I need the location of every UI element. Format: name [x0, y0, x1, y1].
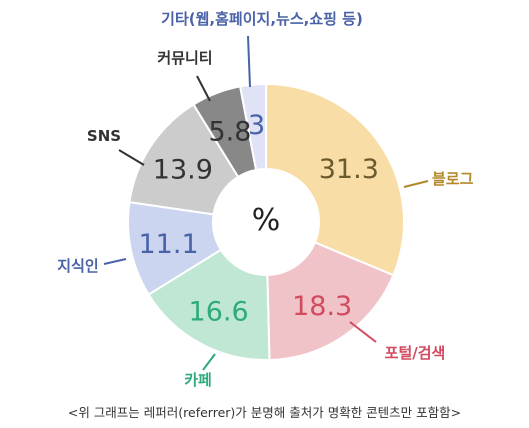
- leader-lines: [103, 35, 429, 371]
- chart-caption: <위 그래프는 레퍼러(referrer)가 분명해 출처가 명확한 콘텐츠만 …: [67, 405, 462, 420]
- leader-line-카페: [202, 353, 216, 371]
- category-label-블로그: 블로그: [432, 170, 474, 188]
- value-label-기타-웹-홈페이지-뉴스-쇼핑-등: 3: [248, 110, 265, 141]
- value-label-커뮤니티: 5.8: [208, 116, 251, 147]
- category-label-기타-웹-홈페이지-뉴스-쇼핑-등: 기타(웹,홈페이지,뉴스,쇼핑 등): [161, 10, 363, 28]
- category-label-카페: 카페: [184, 371, 212, 389]
- center-label: %: [252, 203, 281, 238]
- leader-line-포털-검색: [349, 321, 377, 343]
- category-label-지식인: 지식인: [57, 257, 98, 275]
- slice-value-labels: 31.3 18.3 16.6 11.1 13.9 5.83: [139, 110, 379, 328]
- slice-sns: [128, 103, 240, 216]
- leader-line-커뮤니티: [196, 75, 211, 102]
- leader-line-sns: [118, 149, 145, 166]
- leader-line-블로그: [403, 180, 429, 188]
- category-label-sns: SNS: [87, 127, 121, 145]
- category-label-포털-검색: 포털/검색: [385, 344, 446, 362]
- value-label-카페: 16.6: [189, 296, 249, 327]
- slice-기타-웹-홈페이지-뉴스-쇼핑-등: [238, 82, 267, 172]
- category-label-커뮤니티: 커뮤니티: [157, 49, 212, 67]
- value-label-sns: 13.9: [153, 154, 213, 185]
- donut-slices: [127, 82, 405, 361]
- leader-line-기타-웹-홈페이지-뉴스-쇼핑-등: [247, 35, 251, 88]
- slice-포털-검색: [266, 241, 395, 361]
- value-label-블로그: 31.3: [319, 154, 379, 185]
- value-label-지식인: 11.1: [139, 229, 199, 260]
- slice-카페: [147, 248, 271, 361]
- value-label-포털-검색: 18.3: [292, 291, 352, 322]
- leader-line-지식인: [103, 258, 127, 265]
- slice-블로그: [265, 82, 405, 277]
